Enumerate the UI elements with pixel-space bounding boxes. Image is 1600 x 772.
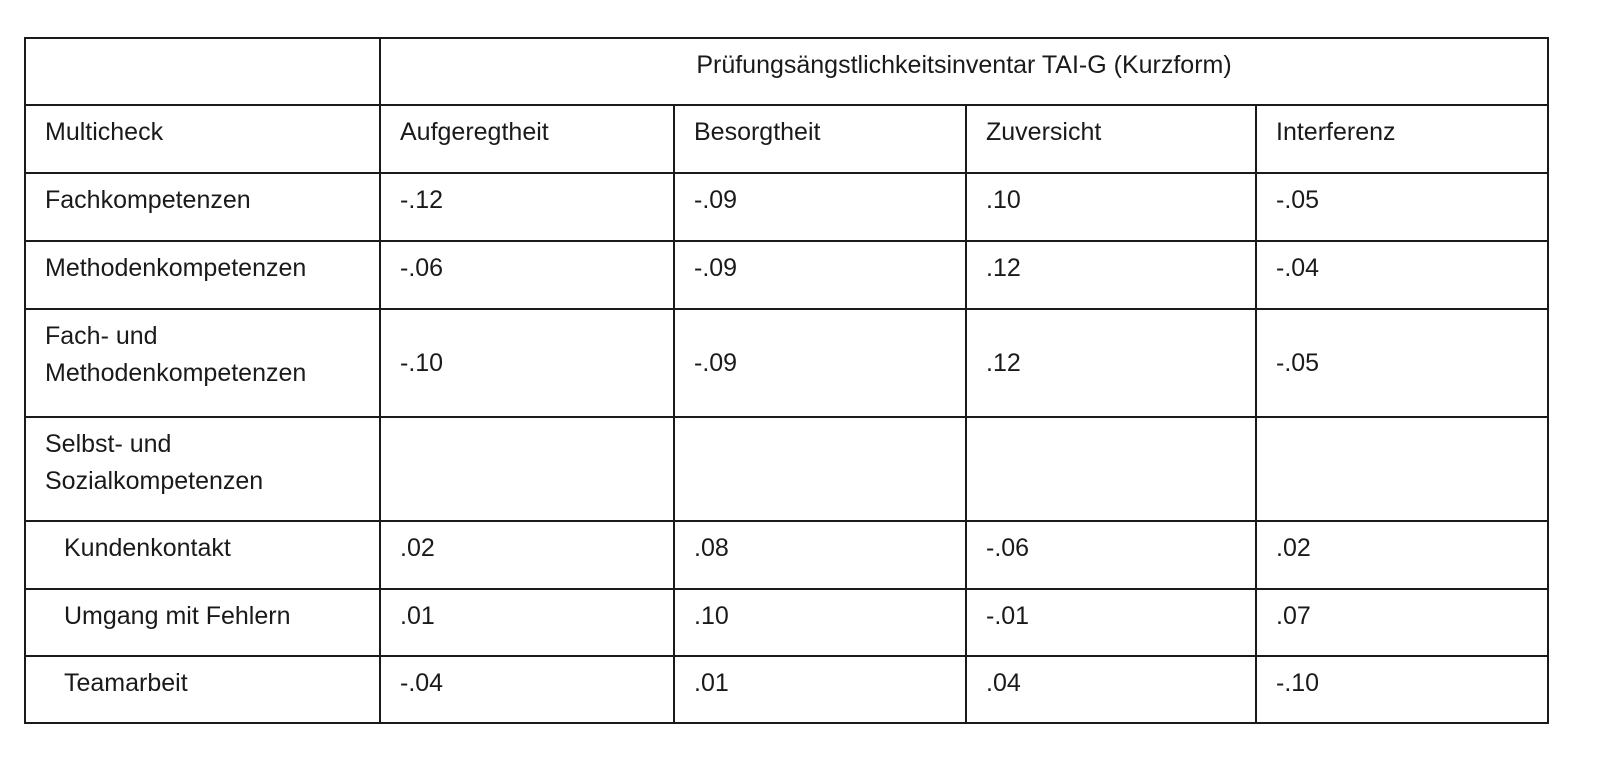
table-row: Methodenkompetenzen -.06 -.09.12 -.04: [24, 240, 1550, 310]
value-cell: .07: [1254, 588, 1550, 657]
group-header: Prüfungsängstlichkeitsinventar TAI-G (Ku…: [378, 37, 1550, 106]
row-label: Selbst- und Sozialkompetenzen: [24, 416, 381, 522]
value-cell: [965, 416, 1257, 522]
column-header-interferenz: Interferenz: [1254, 104, 1550, 174]
row-label: Umgang mit Fehlern: [24, 588, 381, 657]
value-cell: -.04: [379, 655, 675, 724]
column-header-besorgtheit: Besorgtheit: [673, 104, 967, 174]
row-label-line: Methodenkompetenzen: [45, 359, 307, 387]
value-cell: -.01: [965, 588, 1257, 657]
value-cell: .12: [965, 240, 1257, 310]
value-cell: .12: [965, 308, 1257, 418]
table-row: Umgang mit Fehlern .01.10 -.01.07: [24, 588, 1550, 657]
row-label: Kundenkontakt: [24, 520, 381, 590]
column-header-row: Multicheck Aufgeregtheit Besorgtheit Zuv…: [24, 104, 1550, 174]
value-cell: -.10: [1254, 655, 1550, 724]
column-header-zuversicht: Zuversicht: [965, 104, 1257, 174]
table-row: Fachkompetenzen -.12 -.09.10 -.05: [24, 172, 1550, 242]
value-cell: .02: [379, 520, 675, 590]
value-cell: -.05: [1254, 172, 1550, 242]
row-label: Teamarbeit: [24, 655, 381, 724]
row-header: Multicheck: [24, 104, 381, 174]
value-cell: -.09: [673, 172, 967, 242]
value-cell: [379, 416, 675, 522]
table-row: Selbst- und Sozialkompetenzen: [24, 416, 1550, 522]
table-row: Teamarbeit -.04.01.04 -.10: [24, 655, 1550, 724]
value-cell: .01: [379, 588, 675, 657]
value-cell: .01: [673, 655, 967, 724]
row-label-line: Fach- und: [45, 322, 158, 350]
empty-corner-cell: [24, 37, 381, 106]
table-row: Kundenkontakt .02.08 -.06.02: [24, 520, 1550, 590]
value-cell: -.06: [379, 240, 675, 310]
row-label: Fachkompetenzen: [24, 172, 381, 242]
value-cell: .10: [673, 588, 967, 657]
value-cell: -.04: [1254, 240, 1550, 310]
correlation-table: Prüfungsängstlichkeitsinventar TAI-G (Ku…: [24, 37, 1550, 724]
column-header-aufgeregtheit: Aufgeregtheit: [379, 104, 675, 174]
row-label-line: Sozialkompetenzen: [45, 467, 264, 495]
value-cell: [673, 416, 967, 522]
row-label-line: Selbst- und: [45, 430, 172, 458]
row-label: Fach- und Methodenkompetenzen: [24, 308, 381, 418]
row-label: Methodenkompetenzen: [24, 240, 381, 310]
value-cell: -.12: [379, 172, 675, 242]
value-cell: -.10: [379, 308, 675, 418]
value-cell: .04: [965, 655, 1257, 724]
value-cell: -.06: [965, 520, 1257, 590]
table-row: Fach- und Methodenkompetenzen -.10 -.09.12-…: [24, 308, 1550, 418]
value-cell: -.09: [673, 308, 967, 418]
value-cell: -.09: [673, 240, 967, 310]
value-cell: [1254, 416, 1550, 522]
value-cell: .10: [965, 172, 1257, 242]
group-header-row: Prüfungsängstlichkeitsinventar TAI-G (Ku…: [24, 37, 1550, 106]
value-cell: .02: [1254, 520, 1550, 590]
value-cell: -.05: [1254, 308, 1550, 418]
value-cell: .08: [673, 520, 967, 590]
